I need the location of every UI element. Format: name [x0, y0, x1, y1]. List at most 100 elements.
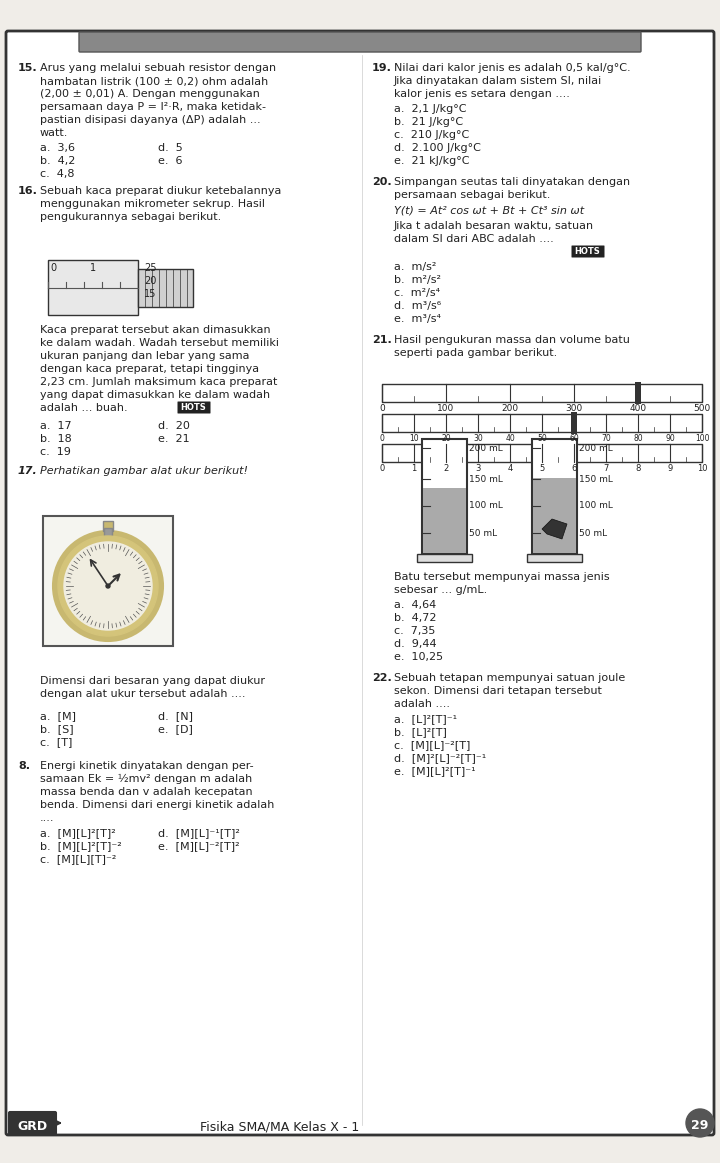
Text: a.  [M]: a. [M] — [40, 711, 76, 721]
Text: 6: 6 — [571, 464, 577, 473]
Bar — [43, 516, 173, 645]
Text: Simpangan seutas tali dinyatakan dengan: Simpangan seutas tali dinyatakan dengan — [394, 177, 630, 187]
Text: e.  [D]: e. [D] — [158, 725, 193, 734]
Text: 40: 40 — [505, 434, 515, 443]
Text: 50: 50 — [537, 434, 547, 443]
Text: 70: 70 — [601, 434, 611, 443]
Text: 50 mL: 50 mL — [579, 529, 607, 537]
FancyBboxPatch shape — [9, 1112, 56, 1134]
Text: 3: 3 — [475, 464, 481, 473]
Text: 4: 4 — [508, 464, 513, 473]
Circle shape — [53, 531, 163, 641]
Text: 20: 20 — [144, 276, 156, 286]
Text: dalam SI dari ABC adalah ....: dalam SI dari ABC adalah .... — [394, 234, 554, 244]
Text: 0: 0 — [379, 434, 384, 443]
Text: HOTS: HOTS — [180, 404, 206, 412]
Text: Nilai dari kalor jenis es adalah 0,5 kal/g°C.: Nilai dari kalor jenis es adalah 0,5 kal… — [394, 63, 631, 73]
Text: Fisika SMA/MA Kelas X - 1: Fisika SMA/MA Kelas X - 1 — [200, 1120, 359, 1133]
Text: e.  21 kJ/kg°C: e. 21 kJ/kg°C — [394, 156, 469, 166]
Text: a.  [M][L]²[T]²: a. [M][L]²[T]² — [40, 828, 116, 839]
Bar — [533, 478, 576, 552]
Text: Energi kinetik dinyatakan dengan per-: Energi kinetik dinyatakan dengan per- — [40, 761, 253, 771]
Text: e.  m³/s⁴: e. m³/s⁴ — [394, 314, 441, 324]
Bar — [138, 269, 193, 307]
Bar — [382, 414, 702, 431]
Bar — [382, 384, 702, 402]
Text: b.  [L]²[T]: b. [L]²[T] — [394, 727, 447, 737]
Bar — [417, 554, 472, 562]
Text: 30: 30 — [473, 434, 483, 443]
Bar — [48, 261, 138, 315]
Text: 1: 1 — [90, 263, 96, 273]
Text: e.  6: e. 6 — [158, 156, 182, 166]
Text: e.  [M][L]⁻²[T]²: e. [M][L]⁻²[T]² — [158, 841, 240, 851]
Text: d.  m³/s⁶: d. m³/s⁶ — [394, 301, 441, 311]
Bar — [453, 442, 459, 464]
Text: 10: 10 — [409, 434, 419, 443]
Text: dengan alat ukur tersebut adalah ....: dengan alat ukur tersebut adalah .... — [40, 688, 246, 699]
Text: kalor jenis es setara dengan ....: kalor jenis es setara dengan .... — [394, 90, 570, 99]
Text: 400: 400 — [629, 404, 647, 413]
Circle shape — [64, 542, 152, 630]
Text: c.  [M][L]⁻²[T]: c. [M][L]⁻²[T] — [394, 740, 470, 750]
Text: sebesar ... g/mL.: sebesar ... g/mL. — [394, 585, 487, 595]
Text: Jika dinyatakan dalam sistem SI, nilai: Jika dinyatakan dalam sistem SI, nilai — [394, 76, 602, 86]
Text: a.  3,6: a. 3,6 — [40, 143, 75, 154]
Text: 150 mL: 150 mL — [579, 475, 613, 484]
Bar — [532, 438, 577, 554]
Text: 19.: 19. — [372, 63, 392, 73]
Text: dengan kaca preparat, tetapi tingginya: dengan kaca preparat, tetapi tingginya — [40, 364, 259, 374]
Text: 100: 100 — [695, 434, 709, 443]
Text: pastian disipasi dayanya (ΔP) adalah ...: pastian disipasi dayanya (ΔP) adalah ... — [40, 115, 261, 124]
Text: 0: 0 — [50, 263, 56, 273]
Bar — [103, 521, 113, 531]
Text: seperti pada gambar berikut.: seperti pada gambar berikut. — [394, 348, 557, 358]
Text: 7: 7 — [603, 464, 608, 473]
Text: 20.: 20. — [372, 177, 392, 187]
Text: b.  4,2: b. 4,2 — [40, 156, 76, 166]
Bar — [635, 381, 641, 404]
Text: 1: 1 — [411, 464, 417, 473]
Text: HOTS: HOTS — [574, 247, 600, 256]
Circle shape — [58, 536, 158, 636]
Text: 8: 8 — [635, 464, 641, 473]
Bar — [104, 528, 112, 536]
Bar — [423, 488, 466, 552]
Text: c.  [M][L][T]⁻²: c. [M][L][T]⁻² — [40, 854, 117, 864]
Text: 50 mL: 50 mL — [469, 529, 497, 537]
Text: b.  4,72: b. 4,72 — [394, 613, 436, 623]
Text: d.  [M][L]⁻¹[T]²: d. [M][L]⁻¹[T]² — [158, 828, 240, 839]
Bar — [527, 554, 582, 562]
Text: d.  [M]²[L]⁻²[T]⁻¹: d. [M]²[L]⁻²[T]⁻¹ — [394, 752, 486, 763]
Text: yang dapat dimasukkan ke dalam wadah: yang dapat dimasukkan ke dalam wadah — [40, 390, 270, 400]
Text: persamaan daya P = I²·R, maka ketidak-: persamaan daya P = I²·R, maka ketidak- — [40, 102, 266, 112]
Text: c.  4,8: c. 4,8 — [40, 169, 74, 179]
Text: 80: 80 — [633, 434, 643, 443]
Text: sekon. Dimensi dari tetapan tersebut: sekon. Dimensi dari tetapan tersebut — [394, 686, 602, 695]
FancyBboxPatch shape — [79, 33, 641, 52]
Text: adalah ....: adalah .... — [394, 699, 450, 709]
Text: 25: 25 — [144, 263, 156, 273]
Text: 100: 100 — [437, 404, 454, 413]
Text: Perhatikan gambar alat ukur berikut!: Perhatikan gambar alat ukur berikut! — [40, 466, 248, 476]
Text: b.  [M][L]²[T]⁻²: b. [M][L]²[T]⁻² — [40, 841, 122, 851]
Text: (2,00 ± 0,01) A. Dengan menggunakan: (2,00 ± 0,01) A. Dengan menggunakan — [40, 90, 260, 99]
Text: 150 mL: 150 mL — [469, 475, 503, 484]
Text: d.  5: d. 5 — [158, 143, 183, 154]
Text: e.  [M][L]²[T]⁻¹: e. [M][L]²[T]⁻¹ — [394, 766, 476, 776]
Text: a.  2,1 J/kg°C: a. 2,1 J/kg°C — [394, 104, 467, 114]
Text: 9: 9 — [667, 464, 672, 473]
Text: 0: 0 — [379, 404, 385, 413]
Text: 16.: 16. — [18, 186, 38, 197]
Text: a.  17: a. 17 — [40, 421, 71, 431]
Text: e.  10,25: e. 10,25 — [394, 652, 443, 662]
Bar — [382, 444, 702, 462]
Text: 5: 5 — [539, 464, 544, 473]
Polygon shape — [542, 519, 567, 538]
Text: Sebuah tetapan mempunyai satuan joule: Sebuah tetapan mempunyai satuan joule — [394, 673, 625, 683]
Text: 10: 10 — [697, 464, 707, 473]
Text: 2: 2 — [444, 464, 449, 473]
Text: Kaca preparat tersebut akan dimasukkan: Kaca preparat tersebut akan dimasukkan — [40, 324, 271, 335]
Text: d.  9,44: d. 9,44 — [394, 638, 436, 649]
Text: c.  [T]: c. [T] — [40, 737, 73, 747]
